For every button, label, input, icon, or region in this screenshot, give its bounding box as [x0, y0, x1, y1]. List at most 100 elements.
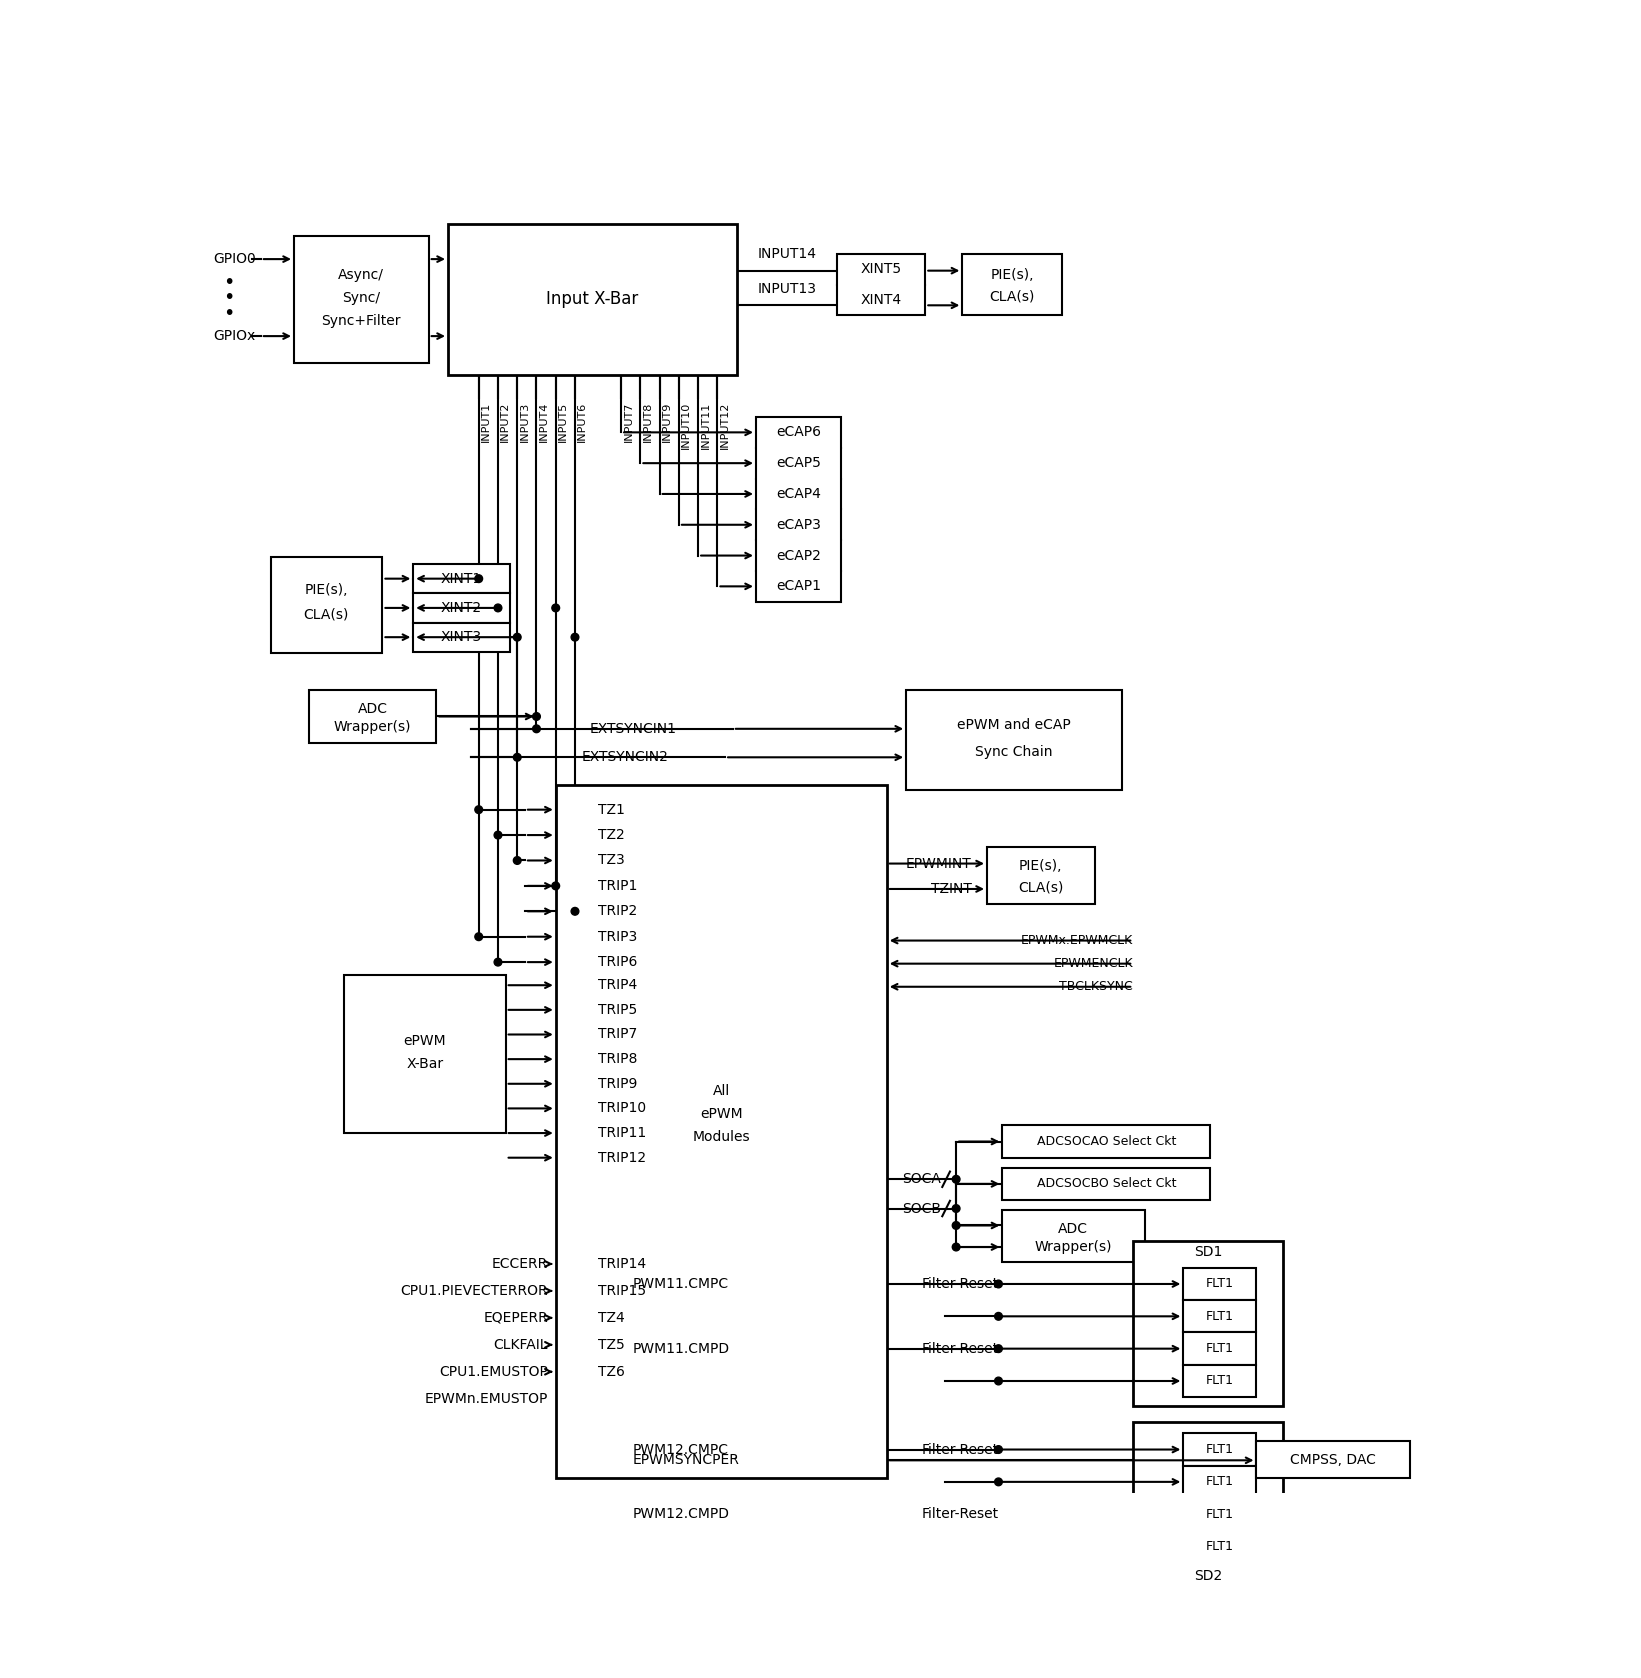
Text: TZ6: TZ6: [597, 1364, 625, 1379]
Text: TRIP4: TRIP4: [597, 978, 637, 992]
Text: SOCA: SOCA: [903, 1173, 940, 1186]
Text: INPUT9: INPUT9: [661, 401, 671, 441]
Text: ePWM and eCAP: ePWM and eCAP: [957, 718, 1072, 732]
Text: TRIP14: TRIP14: [597, 1257, 647, 1270]
Bar: [1183, 1300, 1257, 1332]
Text: XINT4: XINT4: [860, 294, 901, 307]
Text: TRIP12: TRIP12: [597, 1151, 647, 1165]
Text: •: •: [223, 304, 235, 322]
Circle shape: [994, 1542, 1003, 1550]
Text: Filter-Reset: Filter-Reset: [921, 1507, 998, 1522]
Bar: [1183, 1332, 1257, 1364]
Text: FLT1: FLT1: [1206, 1277, 1234, 1290]
Circle shape: [994, 1446, 1003, 1453]
Circle shape: [514, 857, 522, 864]
Text: INPUT5: INPUT5: [558, 401, 568, 441]
Circle shape: [952, 1222, 960, 1230]
Circle shape: [533, 713, 540, 720]
Text: TRIP8: TRIP8: [597, 1052, 637, 1066]
Bar: [906, 690, 1122, 790]
Text: FLT1: FLT1: [1206, 1540, 1234, 1554]
Text: ADC: ADC: [1058, 1222, 1088, 1235]
Text: EPWMn.EMUSTOP: EPWMn.EMUSTOP: [425, 1391, 548, 1406]
Text: XINT3: XINT3: [440, 631, 481, 644]
Text: CPU1.PIEVECTERROR: CPU1.PIEVECTERROR: [400, 1284, 548, 1297]
Text: TZ2: TZ2: [597, 827, 625, 842]
Text: ECCERR: ECCERR: [492, 1257, 548, 1270]
Text: CLA(s): CLA(s): [990, 289, 1035, 304]
Text: eCAP6: eCAP6: [776, 425, 820, 440]
Circle shape: [474, 805, 482, 814]
Text: X-Bar: X-Bar: [407, 1057, 443, 1071]
Bar: [414, 564, 509, 594]
Bar: [1134, 1421, 1283, 1587]
Text: SD1: SD1: [1193, 1245, 1223, 1260]
Text: Filter-Reset: Filter-Reset: [921, 1443, 998, 1457]
Bar: [345, 975, 505, 1133]
Text: •: •: [223, 289, 235, 307]
Text: TRIP2: TRIP2: [597, 904, 637, 918]
Text: SD2: SD2: [1193, 1569, 1223, 1582]
Circle shape: [994, 1478, 1003, 1485]
Bar: [414, 623, 509, 651]
Text: TZINT: TZINT: [930, 883, 971, 896]
Text: INPUT12: INPUT12: [720, 401, 730, 450]
Text: Sync Chain: Sync Chain: [975, 745, 1052, 758]
Text: EXTSYNCIN1: EXTSYNCIN1: [589, 722, 676, 737]
Text: PWM11.CMPC: PWM11.CMPC: [633, 1277, 729, 1290]
Text: CLA(s): CLA(s): [1017, 881, 1063, 894]
Bar: [1183, 1269, 1257, 1300]
Circle shape: [514, 753, 522, 762]
Text: EPWMx.EPWMCLK: EPWMx.EPWMCLK: [1021, 935, 1134, 946]
Circle shape: [571, 908, 579, 915]
Text: eCAP2: eCAP2: [776, 549, 820, 562]
Bar: [1183, 1465, 1257, 1498]
Bar: [294, 237, 428, 362]
Circle shape: [494, 958, 502, 967]
Text: PIE(s),: PIE(s),: [1019, 859, 1063, 873]
Circle shape: [994, 1378, 1003, 1384]
Text: SOCB: SOCB: [903, 1201, 940, 1215]
Text: TZ4: TZ4: [597, 1311, 625, 1326]
Bar: [414, 594, 509, 623]
Text: TRIP1: TRIP1: [597, 879, 637, 893]
Text: Wrapper(s): Wrapper(s): [333, 720, 412, 735]
Text: ADC: ADC: [358, 701, 387, 717]
Text: TRIP15: TRIP15: [597, 1284, 647, 1297]
Text: TZ5: TZ5: [597, 1337, 625, 1352]
Bar: [1003, 1210, 1145, 1262]
Bar: [1183, 1364, 1257, 1398]
Text: GPIOx: GPIOx: [213, 329, 256, 342]
Text: INPUT8: INPUT8: [643, 401, 653, 441]
Text: TRIP6: TRIP6: [597, 955, 637, 970]
Text: Sync/: Sync/: [341, 290, 381, 305]
Text: INPUT6: INPUT6: [578, 401, 587, 441]
Text: Filter-Reset: Filter-Reset: [921, 1342, 998, 1356]
Text: ePWM: ePWM: [404, 1034, 446, 1047]
Text: INPUT2: INPUT2: [501, 401, 510, 441]
Text: EPWMENCLK: EPWMENCLK: [1054, 956, 1134, 970]
Text: ADCSOCAO Select Ckt: ADCSOCAO Select Ckt: [1037, 1134, 1177, 1148]
Text: INPUT10: INPUT10: [681, 401, 691, 448]
Circle shape: [994, 1344, 1003, 1352]
Bar: [1257, 1441, 1410, 1478]
Bar: [1183, 1433, 1257, 1465]
Circle shape: [474, 576, 482, 582]
Circle shape: [952, 1243, 960, 1250]
Text: FLT1: FLT1: [1206, 1443, 1234, 1457]
Text: EXTSYNCIN2: EXTSYNCIN2: [581, 750, 668, 763]
Text: Sync+Filter: Sync+Filter: [322, 314, 400, 327]
Text: GPIO0: GPIO0: [213, 252, 256, 267]
Text: XINT2: XINT2: [440, 601, 481, 614]
Bar: [1003, 1168, 1209, 1200]
Circle shape: [952, 1175, 960, 1183]
Circle shape: [571, 633, 579, 641]
Text: TZ1: TZ1: [597, 802, 625, 817]
Text: •: •: [223, 274, 235, 292]
Text: INPUT1: INPUT1: [481, 401, 491, 441]
Bar: [1183, 1498, 1257, 1530]
Text: FLT1: FLT1: [1206, 1475, 1234, 1488]
Circle shape: [994, 1510, 1003, 1519]
Circle shape: [551, 883, 560, 889]
Text: EPWMINT: EPWMINT: [906, 856, 971, 871]
